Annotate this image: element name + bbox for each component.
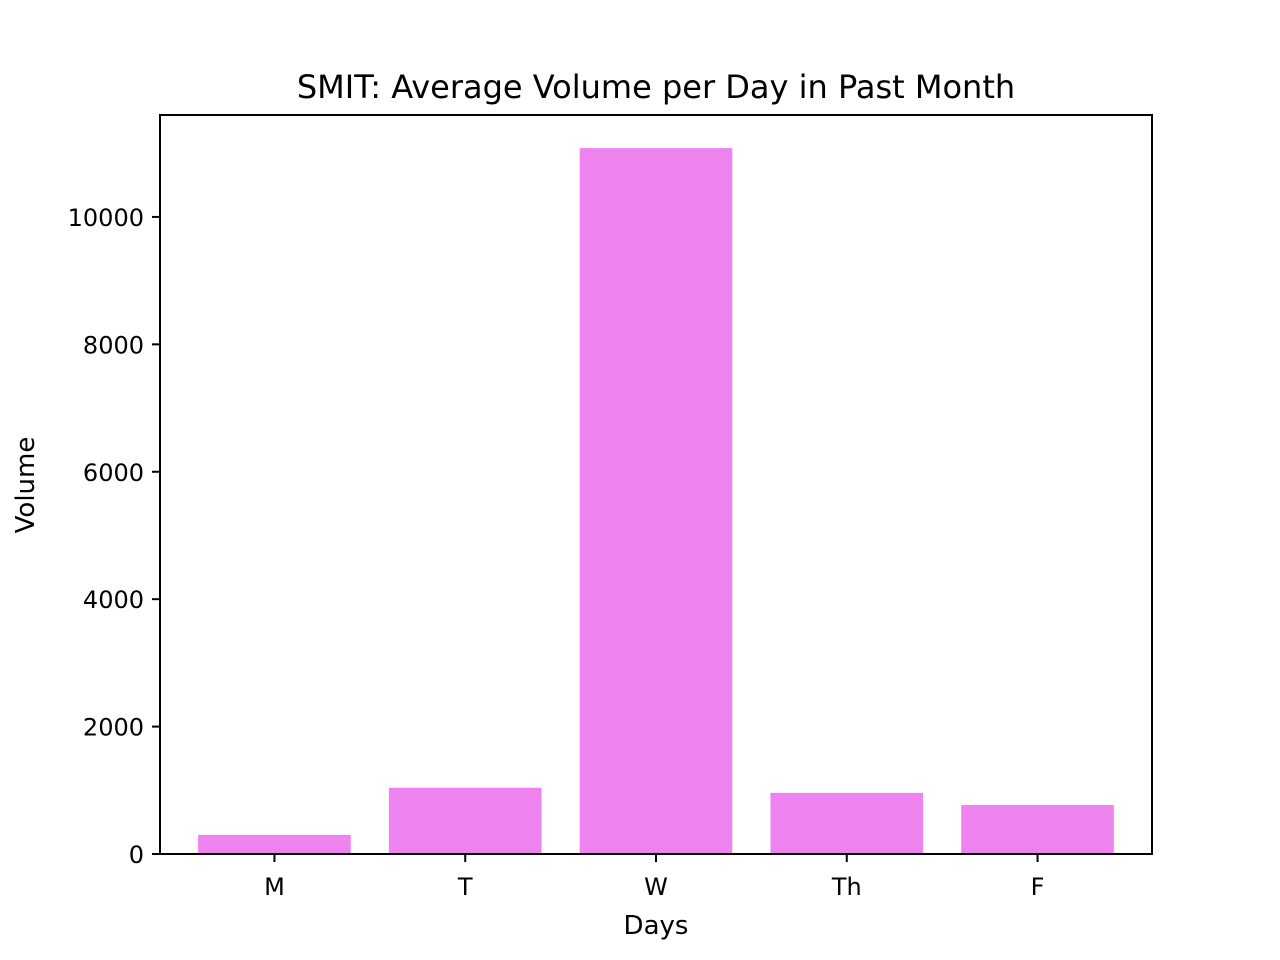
plot-area-frame [159,114,1153,855]
y-tick-label: 2000 [83,714,144,742]
bar-w [579,148,733,855]
y-tick-label: 0 [129,841,144,869]
y-tick-label: 10000 [68,204,144,232]
x-axis-label: Days [624,911,689,941]
x-tick-label: M [264,873,285,901]
x-tick-label: F [1031,873,1045,901]
y-axis-label: Volume [11,437,41,534]
y-tick-label: 8000 [83,331,144,359]
x-tick-label: Th [831,873,862,901]
x-axis-ticks: M T W Th F [264,854,1044,901]
y-axis-ticks: 0 2000 4000 6000 8000 10000 [68,204,160,869]
bar-f [961,804,1114,854]
bar-th [770,792,924,854]
y-tick-label: 4000 [83,586,144,614]
bar-m [198,834,351,854]
x-tick-label: W [644,873,668,901]
chart-title: SMIT: Average Volume per Day in Past Mon… [297,68,1015,106]
x-tick-label: T [457,873,473,901]
y-tick-label: 6000 [83,459,144,487]
bar-t [388,787,542,854]
bars-group [198,148,1114,855]
